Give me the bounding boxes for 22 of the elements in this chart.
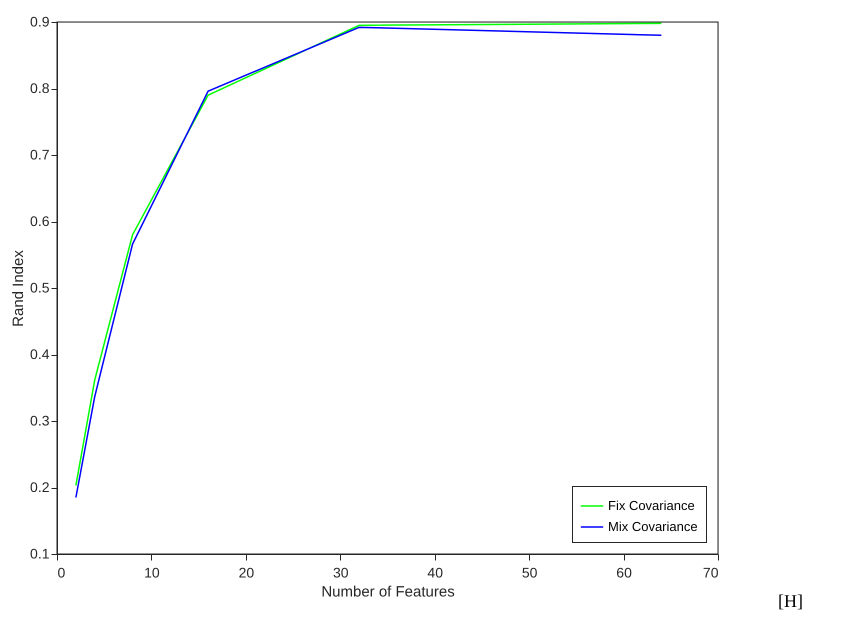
y-tick-label: 0.3 xyxy=(30,412,50,428)
x-tick-label: 40 xyxy=(427,564,444,580)
x-tick-label: 10 xyxy=(144,564,160,580)
y-axis-title: Rand Index xyxy=(10,250,28,327)
y-tick-label: 0.9 xyxy=(30,14,50,30)
y-tick-label: 0.4 xyxy=(30,346,50,362)
y-tick-label: 0.7 xyxy=(30,146,50,162)
x-axis-title: Number of Features xyxy=(321,584,455,600)
y-tick-label: 0.5 xyxy=(30,280,50,296)
x-tick-label: 50 xyxy=(522,564,538,580)
x-tick-label: 0 xyxy=(58,564,66,580)
x-tick-label: 20 xyxy=(238,564,254,580)
x-tick-label: 60 xyxy=(616,564,632,580)
x-tick-label: 30 xyxy=(332,564,349,580)
x-tick-label: 70 xyxy=(702,564,719,580)
y-tick-label: 0.1 xyxy=(30,546,50,562)
legend-label: Fix Covariance xyxy=(608,498,695,513)
text: [H] xyxy=(778,591,803,611)
y-tick-label: 0.2 xyxy=(30,479,50,495)
y-tick-label: 0.6 xyxy=(30,213,50,229)
legend-label: Mix Covariance xyxy=(608,519,698,534)
y-tick-label: 0.8 xyxy=(30,80,50,96)
